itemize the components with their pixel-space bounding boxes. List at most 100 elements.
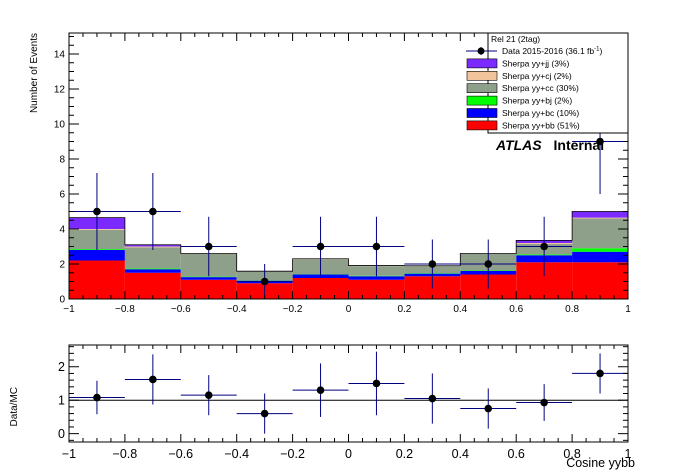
bar-1-bin-3	[180, 279, 237, 299]
main-x-tick-label-11: 1	[625, 304, 631, 315]
bar-3-bin-10	[572, 248, 628, 252]
main-y-tick-label-4: 6	[59, 190, 65, 201]
ratio-point-1	[93, 393, 101, 402]
main-x-tick-label-2: −0.8	[115, 304, 135, 315]
ratio-x-tick-label-8: 0.4	[452, 447, 469, 461]
main-y-tick-label-6: 10	[54, 120, 66, 131]
ratio-x-tick-label-10: 0.8	[563, 447, 580, 461]
data-point-5	[316, 242, 325, 251]
data-point-10	[596, 137, 604, 146]
ratio-point-3	[204, 391, 213, 399]
ratio-point-6	[372, 379, 381, 388]
data-point-7	[428, 260, 437, 268]
bar-1-bin-5	[292, 278, 349, 299]
ratio-point-10	[596, 369, 604, 378]
data-point-4	[260, 277, 269, 286]
legend-swatch-4	[466, 95, 498, 106]
legend-swatch-1	[466, 58, 498, 69]
main-x-tick-label-8: 0.4	[453, 304, 467, 315]
legend-data-label-exponent: -1	[594, 47, 600, 53]
main-y-tick-label-2: 2	[59, 260, 65, 271]
main-x-tick-label-1: −1	[63, 304, 75, 315]
main-x-tick-label-5: −0.2	[283, 304, 303, 315]
ratio-point-5	[316, 386, 325, 394]
main-y-tick-label-8: 14	[54, 50, 66, 61]
ratio-x-tick-label-7: 0.2	[396, 447, 413, 461]
main-x-tick-label-4: −0.4	[227, 304, 247, 315]
atlas-label-internal: Internal	[554, 137, 605, 153]
bar-2-bin-1	[69, 250, 125, 261]
legend-data-label-main: Data 2015-2016 (36.1 fb	[502, 46, 594, 56]
bar-2-bin-2	[124, 269, 181, 273]
ratio-point-7	[428, 394, 437, 403]
ratio-point-2	[149, 375, 157, 384]
ratio-x-tick-label-9: 0.6	[508, 447, 525, 461]
atlas-label: ATLAS Internal	[495, 137, 604, 153]
ratio-x-tick-label-3: −0.6	[168, 447, 193, 461]
main-y-tick-label-3: 4	[59, 225, 65, 236]
legend-data-label-close: )	[600, 46, 603, 56]
bar-1-bin-1	[69, 260, 125, 299]
bar-3-bin-2	[124, 268, 181, 270]
data-point-3	[204, 242, 213, 251]
bar-1-bin-10	[572, 262, 628, 299]
ratio-y-tick-label-3: 2	[58, 360, 65, 374]
main-y-tick-label-1: 0	[59, 295, 65, 306]
main-x-tick-label-3: −0.6	[171, 304, 191, 315]
bar-6-bin-10	[572, 211, 628, 218]
main-y-ticks: 0 2 4 6 8 10 12 14	[54, 36, 628, 306]
main-y-tick-label-5: 8	[59, 155, 65, 166]
bar-1-bin-6	[348, 279, 405, 299]
legend-data-swatch-marker	[477, 47, 485, 55]
data-point-9	[540, 242, 548, 251]
data-points	[69, 89, 628, 299]
bar-2-bin-3	[180, 277, 237, 280]
ratio-x-tick-label-2: −0.8	[113, 447, 138, 461]
ratio-y-axis-label: Data/MC	[9, 387, 20, 426]
main-x-tick-label-6: 0	[346, 304, 352, 315]
bar-5-bin-10	[572, 217, 628, 219]
legend-header: Rel 21 (2tag)	[491, 34, 540, 44]
bar-2-bin-6	[348, 276, 405, 280]
legend: Rel 21 (2tag) Data 2015-2016 (36.1 fb-1)…	[466, 32, 629, 134]
legend-label-1: Sherpa yy+jj (3%)	[502, 58, 569, 68]
ratio-y-tick-label-2: 1	[58, 394, 65, 408]
ratio-x-tick-label-11: 1	[625, 447, 632, 461]
bar-3-bin-3	[180, 276, 237, 278]
legend-data-label: Data 2015-2016 (36.1 fb-1)	[502, 46, 603, 56]
ratio-panel: −1 −0.8 −0.6 −0.4 −0.2 0 0.2 0.4 0.6 0.8 1 0 1 2 Dat…	[9, 344, 635, 470]
bar-4-bin-2	[124, 247, 181, 269]
main-x-tick-label-10: 0.8	[565, 304, 579, 315]
data-point-8	[484, 260, 493, 268]
ratio-x-tick-label-4: −0.4	[224, 447, 249, 461]
data-point-6	[372, 242, 381, 251]
data-point-2	[149, 207, 157, 216]
ratio-y-tick-label-1: 0	[58, 427, 65, 441]
main-y-axis-label: Number of Events	[29, 33, 40, 113]
legend-label-5: Sherpa yy+bc (10%)	[502, 108, 579, 118]
ratio-x-tick-label-1: −1	[62, 447, 76, 461]
legend-swatch-2	[466, 71, 498, 81]
ratio-point-9	[540, 398, 548, 407]
legend-swatch-3	[466, 83, 498, 93]
main-histogram-panel: −1 −0.8 −0.6 −0.4 −0.2 0 0.2 0.4 0.6 0.8 1 0 2 4 6 8 10…	[29, 32, 631, 315]
main-x-tick-label-9: 0.6	[509, 304, 523, 315]
ratio-x-ticks: −1 −0.8 −0.6 −0.4 −0.2 0 0.2 0.4 0.6 0.8 1	[62, 345, 632, 461]
bar-1-bin-2	[124, 272, 181, 299]
legend-label-3: Sherpa yy+cc (30%)	[502, 83, 579, 93]
legend-label-4: Sherpa yy+bj (2%)	[502, 96, 572, 106]
legend-label-6: Sherpa yy+bb (51%)	[502, 120, 580, 130]
atlas-label-bold: ATLAS	[495, 137, 542, 153]
legend-box	[487, 32, 629, 134]
ratio-y-ticks: 0 1 2	[58, 346, 628, 441]
data-point-1	[93, 207, 101, 216]
main-x-tick-label-7: 0.2	[397, 304, 411, 315]
main-x-ticks: −1 −0.8 −0.6 −0.4 −0.2 0 0.2 0.4 0.6 0.8 1	[63, 33, 631, 315]
x-axis-label: Cosine yybb	[566, 456, 635, 470]
legend-label-2: Sherpa yy+cj (2%)	[502, 71, 572, 81]
ratio-point-8	[484, 404, 493, 413]
bar-4-bin-10	[572, 218, 628, 249]
main-y-tick-label-7: 12	[54, 85, 66, 96]
legend-entries: Data 2015-2016 (36.1 fb-1) Sherpa yy+jj (…	[466, 46, 603, 130]
